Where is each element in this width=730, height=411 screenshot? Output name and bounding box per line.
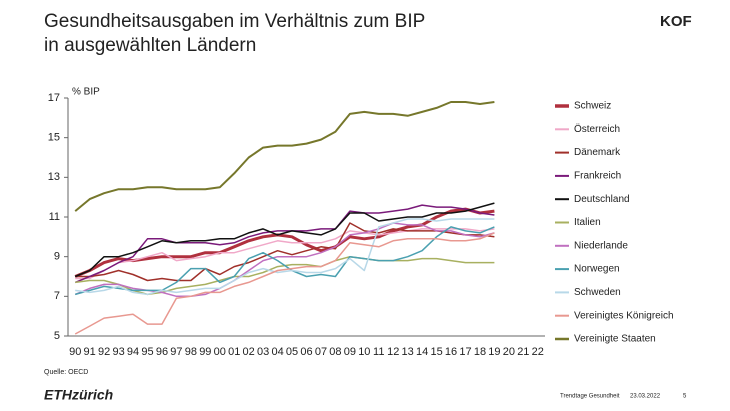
y-tick-label: 13 (48, 171, 60, 183)
x-tick-label: 95 (141, 346, 153, 358)
x-tick-label: 03 (257, 346, 269, 358)
x-tick-label: 93 (112, 346, 124, 358)
x-tick-label: 96 (156, 346, 168, 358)
x-tick-label: 14 (416, 346, 428, 358)
series-line (74, 204, 495, 284)
y-tick-label: 7 (54, 290, 60, 302)
x-tick-label: 92 (98, 346, 110, 358)
brand: ETHzürich (44, 387, 113, 403)
x-tick-label: 00 (214, 346, 226, 358)
y-tick-label: 15 (48, 132, 60, 144)
x-tick-label: 98 (185, 346, 197, 358)
legend-label: Dänemark (574, 147, 621, 158)
x-tick-label: 21 (517, 346, 529, 358)
series-line (74, 232, 495, 335)
series-line (74, 202, 495, 278)
legend-label: Vereinigte Staaten (574, 334, 656, 345)
legend-label: Italien (574, 217, 601, 228)
x-tick-label: 01 (228, 346, 240, 358)
x-tick-label: 97 (170, 346, 182, 358)
x-tick-label: 19 (488, 346, 500, 358)
series-line (75, 218, 495, 296)
x-tick-label: 20 (503, 346, 515, 358)
x-tick-label: 16 (445, 346, 457, 358)
series-line (75, 226, 495, 296)
x-tick-label: 05 (286, 346, 298, 358)
y-tick-label: 17 (48, 92, 60, 104)
footer: 5 (683, 394, 687, 400)
series-line (74, 207, 495, 278)
series-line (75, 222, 495, 282)
slide-title: in ausgewählten Ländern (44, 35, 256, 56)
x-tick-label: 10 (358, 346, 370, 358)
slide-title: Gesundheitsausgaben im Verhältnis zum BI… (44, 11, 425, 32)
legend-label: Österreich (574, 123, 620, 135)
y-axis-label: % BIP (72, 87, 100, 98)
y-tick-label: 11 (49, 211, 60, 223)
x-tick-label: 18 (474, 346, 486, 358)
source: Quelle: OECD (44, 369, 88, 376)
legend-label: Schweden (574, 287, 621, 298)
legend-label: Vereinigtes Königreich (574, 310, 674, 321)
x-tick-label: 02 (243, 346, 255, 358)
x-tick-label: 94 (127, 346, 139, 358)
y-tick-label: 9 (54, 251, 60, 263)
x-tick-label: 11 (373, 346, 384, 358)
legend-label: Norwegen (574, 264, 620, 275)
legend-label: Niederlande (574, 240, 628, 251)
x-tick-label: 15 (430, 346, 442, 358)
x-tick-label: 99 (199, 346, 211, 358)
legend-label: Frankreich (574, 171, 621, 182)
legend-label: Deutschland (574, 194, 630, 205)
x-tick-label: 06 (300, 346, 312, 358)
x-tick-label: 07 (315, 346, 327, 358)
x-tick-label: 12 (387, 346, 399, 358)
x-tick-label: 22 (532, 346, 544, 358)
x-tick-label: 91 (84, 346, 96, 358)
x-tick-label: 04 (271, 346, 283, 358)
series-line (75, 228, 495, 280)
x-tick-label: 08 (329, 346, 341, 358)
x-tick-label: 09 (344, 346, 356, 358)
series-line (74, 101, 495, 212)
x-tick-label: 17 (459, 346, 471, 358)
footer: Trendtage Gesundheit (560, 394, 620, 400)
y-tick-label: 5 (54, 330, 60, 342)
logo: KOF (660, 13, 692, 30)
x-tick-label: 90 (69, 346, 81, 358)
x-tick-label: 13 (402, 346, 414, 358)
legend-label: Schweiz (574, 101, 611, 112)
footer: 23.03.2022 (630, 394, 661, 400)
